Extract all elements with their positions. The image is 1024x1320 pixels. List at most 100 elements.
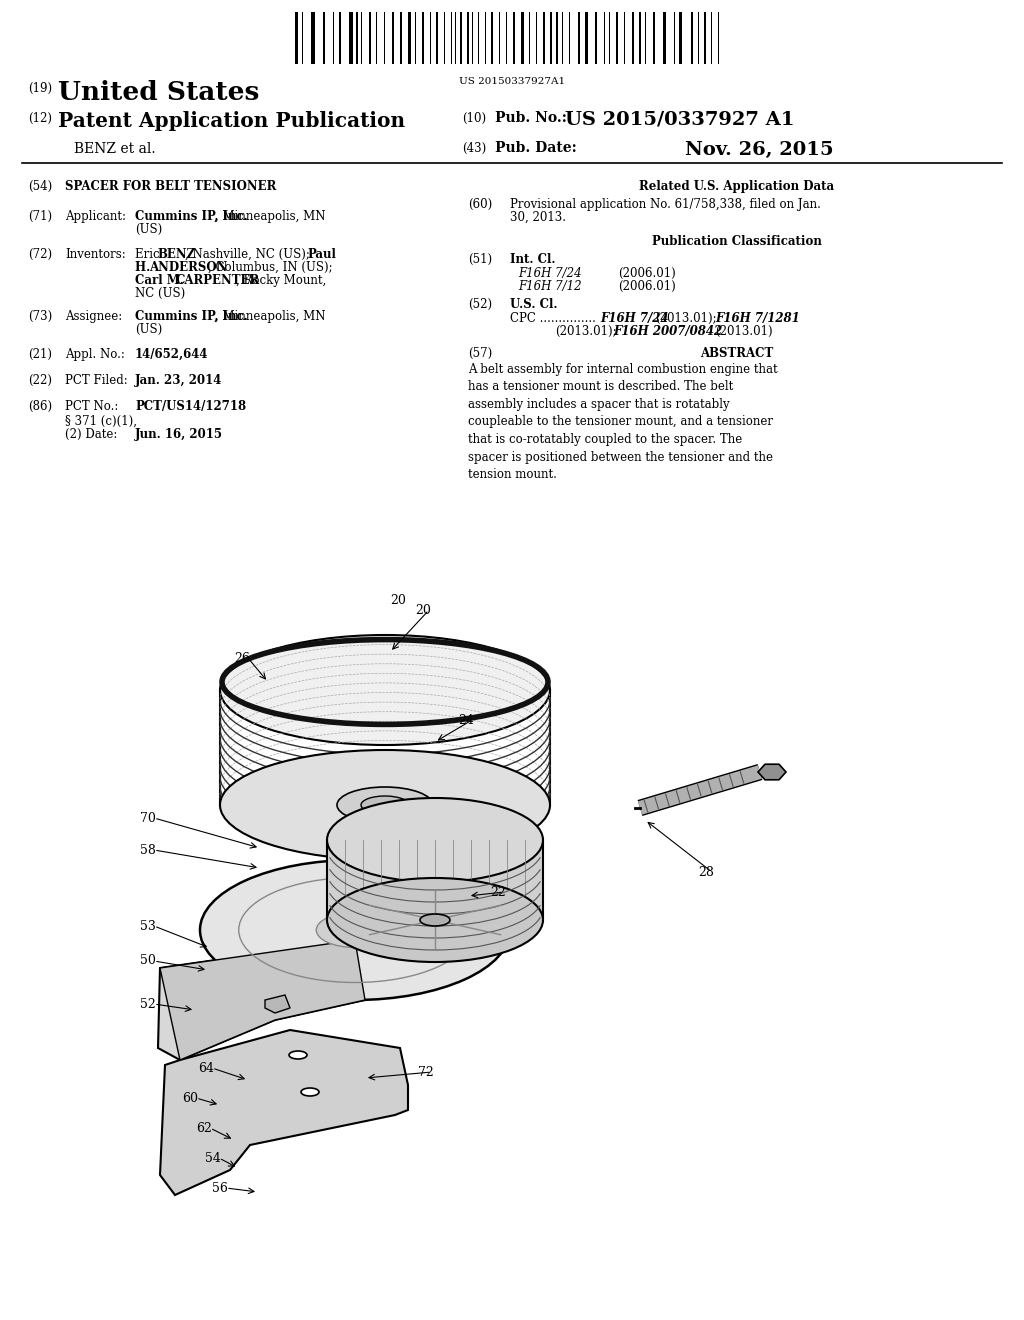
Bar: [460, 12, 462, 63]
Text: 70: 70: [140, 812, 156, 825]
Text: Jun. 16, 2015: Jun. 16, 2015: [135, 428, 223, 441]
Text: , Columbus, IN (US);: , Columbus, IN (US);: [208, 261, 333, 275]
Bar: [679, 12, 682, 63]
Text: Related U.S. Application Data: Related U.S. Application Data: [639, 180, 835, 193]
Text: A belt assembly for internal combustion engine that
has a tensioner mount is des: A belt assembly for internal combustion …: [468, 363, 777, 480]
Text: ANDERSON: ANDERSON: [150, 261, 227, 275]
Text: (21): (21): [28, 348, 52, 360]
Polygon shape: [758, 764, 786, 780]
Text: PCT Filed:: PCT Filed:: [65, 374, 128, 387]
Polygon shape: [160, 1030, 408, 1195]
Text: (60): (60): [468, 198, 493, 211]
Bar: [327, 840, 543, 920]
Text: F16H 7/1281: F16H 7/1281: [715, 312, 800, 325]
Text: Appl. No.:: Appl. No.:: [65, 348, 125, 360]
Text: U.S. Cl.: U.S. Cl.: [510, 298, 557, 312]
Text: 56: 56: [212, 1181, 228, 1195]
Bar: [400, 12, 402, 63]
Text: H.: H.: [135, 261, 155, 275]
Text: Assignee:: Assignee:: [65, 310, 122, 323]
Ellipse shape: [361, 796, 409, 814]
Bar: [585, 12, 588, 63]
Ellipse shape: [316, 912, 394, 948]
Bar: [349, 12, 353, 63]
Bar: [311, 12, 315, 63]
Text: 58: 58: [140, 843, 156, 857]
Ellipse shape: [220, 750, 550, 861]
Text: Patent Application Publication: Patent Application Publication: [58, 111, 406, 131]
Text: 50: 50: [140, 954, 156, 968]
Text: , Rocky Mount,: , Rocky Mount,: [236, 275, 327, 286]
Text: BENZ et al.: BENZ et al.: [74, 143, 156, 156]
Text: F16H 7/24: F16H 7/24: [600, 312, 669, 325]
Text: (72): (72): [28, 248, 52, 261]
Bar: [295, 12, 298, 63]
Bar: [408, 12, 411, 63]
Text: 20: 20: [390, 594, 406, 606]
Text: Eric: Eric: [135, 248, 164, 261]
Text: (57): (57): [468, 347, 493, 360]
Polygon shape: [158, 940, 365, 1060]
Text: CARPENTER: CARPENTER: [175, 275, 259, 286]
Bar: [595, 12, 597, 63]
Text: 52: 52: [140, 998, 156, 1011]
Text: § 371 (c)(1),: § 371 (c)(1),: [65, 414, 137, 428]
Bar: [422, 12, 424, 63]
Text: Nov. 26, 2015: Nov. 26, 2015: [685, 141, 834, 158]
Text: (54): (54): [28, 180, 52, 193]
Ellipse shape: [327, 878, 543, 962]
Text: F16H 7/24: F16H 7/24: [518, 267, 582, 280]
Ellipse shape: [289, 1051, 307, 1059]
Ellipse shape: [200, 861, 510, 1001]
Text: Provisional application No. 61/758,338, filed on Jan.: Provisional application No. 61/758,338, …: [510, 198, 821, 211]
Text: , Nashville, NC (US);: , Nashville, NC (US);: [185, 248, 313, 261]
Text: NC (US): NC (US): [135, 286, 185, 300]
Text: (US): (US): [135, 323, 162, 337]
Text: 26: 26: [234, 652, 250, 664]
Text: (22): (22): [28, 374, 52, 387]
Text: 60: 60: [182, 1092, 198, 1105]
Text: 14/652,644: 14/652,644: [135, 348, 209, 360]
Text: US 20150337927A1: US 20150337927A1: [459, 77, 565, 86]
Text: Jan. 23, 2014: Jan. 23, 2014: [135, 374, 222, 387]
Bar: [323, 12, 325, 63]
Text: 53: 53: [140, 920, 156, 932]
Ellipse shape: [337, 787, 433, 822]
Text: 30, 2013.: 30, 2013.: [510, 211, 566, 224]
Text: (12): (12): [28, 112, 52, 125]
Text: F16H 7/12: F16H 7/12: [518, 280, 582, 293]
Bar: [543, 12, 545, 63]
Bar: [653, 12, 655, 63]
Text: Paul: Paul: [307, 248, 336, 261]
Text: SPACER FOR BELT TENSIONER: SPACER FOR BELT TENSIONER: [65, 180, 276, 193]
Text: (51): (51): [468, 253, 493, 267]
Text: PCT No.:: PCT No.:: [65, 400, 119, 413]
Text: 24: 24: [458, 714, 474, 726]
Bar: [632, 12, 634, 63]
Text: Carl M.: Carl M.: [135, 275, 188, 286]
Ellipse shape: [220, 635, 550, 744]
Text: (US): (US): [135, 223, 162, 236]
Bar: [513, 12, 515, 63]
Text: 64: 64: [198, 1061, 214, 1074]
Bar: [339, 12, 341, 63]
Text: (43): (43): [462, 143, 486, 154]
Text: (19): (19): [28, 82, 52, 95]
Text: (2013.01);: (2013.01);: [655, 312, 717, 325]
Text: 22: 22: [490, 886, 506, 899]
Text: (2006.01): (2006.01): [618, 280, 676, 293]
Text: Cummins IP, Inc.: Cummins IP, Inc.: [135, 210, 248, 223]
Text: Pub. No.:: Pub. No.:: [495, 111, 567, 125]
Text: (73): (73): [28, 310, 52, 323]
Text: (2013.01);: (2013.01);: [555, 325, 616, 338]
Text: , Minneapolis, MN: , Minneapolis, MN: [215, 210, 326, 223]
Text: Publication Classification: Publication Classification: [651, 235, 821, 248]
Text: US 2015/0337927 A1: US 2015/0337927 A1: [565, 110, 795, 128]
Text: (71): (71): [28, 210, 52, 223]
Text: (2006.01): (2006.01): [618, 267, 676, 280]
Text: 28: 28: [698, 866, 714, 879]
Bar: [578, 12, 580, 63]
Bar: [467, 12, 469, 63]
Bar: [521, 12, 524, 63]
Bar: [639, 12, 641, 63]
